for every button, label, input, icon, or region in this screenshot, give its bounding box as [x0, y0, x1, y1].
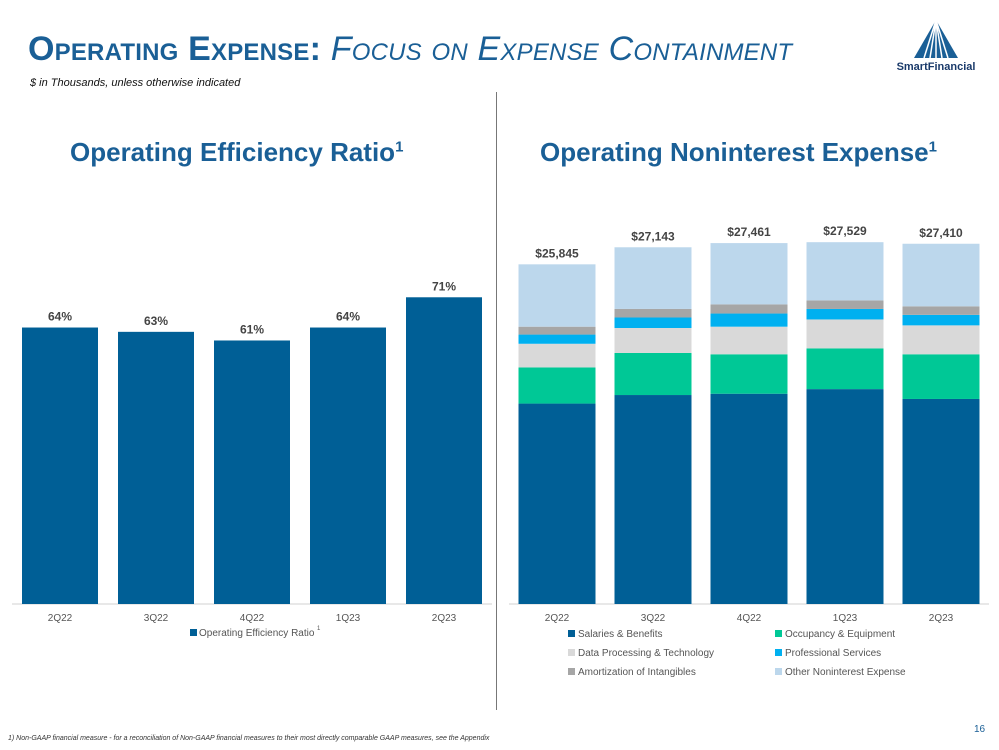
efficiency-tick-label: 2Q22: [48, 613, 73, 624]
expense-segment-other-1Q23: [806, 242, 884, 301]
expense-legend-swatch-other: [775, 668, 782, 675]
expense-legend-swatch-occupancy: [775, 630, 782, 637]
expense-segment-salaries-4Q22: [710, 393, 788, 604]
expense-segment-data_processing-3Q22: [614, 328, 692, 353]
expense-segment-occupancy-2Q22: [518, 367, 596, 404]
title-sub: Focus on Expense Containment: [330, 30, 793, 68]
expense-chart-title: Operating Noninterest Expense1: [540, 137, 937, 167]
expense-legend-swatch-data_processing: [568, 649, 575, 656]
expense-segment-other-2Q22: [518, 264, 596, 327]
logo-text: SmartFinancial: [896, 61, 976, 73]
expense-tick-label: 4Q22: [737, 613, 762, 624]
expense-total-label: $27,410: [919, 226, 963, 240]
expense-segment-amortization-4Q22: [710, 304, 788, 314]
expense-total-label: $27,529: [823, 224, 867, 238]
efficiency-data-label: 71%: [432, 279, 456, 293]
expense-segment-amortization-3Q22: [614, 308, 692, 318]
efficiency-tick-label: 2Q23: [432, 613, 457, 624]
expense-segment-salaries-2Q23: [902, 398, 980, 604]
expense-legend-label: Occupancy & Equipment: [785, 629, 895, 640]
efficiency-data-label: 63%: [144, 314, 168, 328]
expense-segment-occupancy-3Q22: [614, 352, 692, 396]
expense-tick-label: 2Q22: [545, 613, 570, 624]
footnote: 1) Non-GAAP financial measure - for a re…: [8, 735, 490, 742]
efficiency-bar-3Q22: [118, 331, 194, 604]
expense-segment-amortization-2Q23: [902, 306, 980, 315]
expense-segment-professional-2Q22: [518, 334, 596, 344]
efficiency-bar-2Q22: [22, 327, 98, 604]
expense-segment-professional-2Q23: [902, 314, 980, 326]
efficiency-chart-title: Operating Efficiency Ratio1: [70, 137, 404, 167]
efficiency-data-label: 64%: [48, 310, 72, 324]
expense-segment-occupancy-2Q23: [902, 354, 980, 399]
efficiency-legend-label: Operating Efficiency Ratio: [199, 628, 315, 639]
efficiency-bar-2Q23: [406, 297, 482, 604]
efficiency-legend-sup: 1: [317, 626, 321, 632]
expense-tick-label: 2Q23: [929, 613, 954, 624]
expense-legend-label: Data Processing & Technology: [578, 648, 714, 659]
expense-legend-label: Salaries & Benefits: [578, 629, 663, 640]
efficiency-tick-label: 4Q22: [240, 613, 265, 624]
expense-tick-label: 3Q22: [641, 613, 666, 624]
efficiency-legend-swatch: [190, 629, 197, 636]
expense-segment-salaries-3Q22: [614, 395, 692, 604]
title-main: Operating Expense:: [28, 30, 322, 68]
expense-legend-swatch-professional: [775, 649, 782, 656]
expense-segment-data_processing-1Q23: [806, 319, 884, 349]
expense-segment-other-2Q23: [902, 243, 980, 307]
expense-legend-swatch-salaries: [568, 630, 575, 637]
efficiency-tick-label: 3Q22: [144, 613, 169, 624]
column-divider: [496, 92, 497, 710]
expense-segment-other-4Q22: [710, 243, 788, 305]
page-title: Operating Expense: Focus on Expense Cont…: [28, 30, 792, 69]
efficiency-tick-label: 1Q23: [336, 613, 361, 624]
expense-legend-swatch-amortization: [568, 668, 575, 675]
efficiency-data-label: 64%: [336, 310, 360, 324]
expense-segment-professional-3Q22: [614, 317, 692, 328]
logo-mark-icon: [914, 19, 958, 59]
expense-segment-other-3Q22: [614, 247, 692, 309]
expense-segment-occupancy-4Q22: [710, 354, 788, 394]
efficiency-data-label: 61%: [240, 322, 264, 336]
expense-segment-salaries-1Q23: [806, 389, 884, 604]
expense-segment-data_processing-4Q22: [710, 326, 788, 355]
expense-segment-professional-4Q22: [710, 313, 788, 327]
efficiency-bar-1Q23: [310, 327, 386, 604]
page-number: 16: [974, 724, 986, 735]
expense-segment-salaries-2Q22: [518, 403, 596, 604]
expense-total-label: $27,143: [631, 229, 675, 243]
expense-segment-professional-1Q23: [806, 308, 884, 320]
expense-legend-label: Amortization of Intangibles: [578, 667, 696, 678]
expense-segment-data_processing-2Q23: [902, 325, 980, 355]
expense-total-label: $27,461: [727, 225, 771, 239]
expense-legend-label: Professional Services: [785, 648, 881, 659]
expense-segment-data_processing-2Q22: [518, 343, 596, 368]
expense-segment-amortization-1Q23: [806, 300, 884, 309]
page-subtitle: $ in Thousands, unless otherwise indicat…: [30, 77, 241, 89]
expense-tick-label: 1Q23: [833, 613, 858, 624]
expense-legend-label: Other Noninterest Expense: [785, 667, 906, 678]
expense-total-label: $25,845: [535, 246, 579, 260]
expense-segment-occupancy-1Q23: [806, 348, 884, 390]
smartfinancial-logo: SmartFinancial: [884, 18, 988, 74]
expense-segment-amortization-2Q22: [518, 326, 596, 335]
efficiency-bar-4Q22: [214, 340, 290, 604]
